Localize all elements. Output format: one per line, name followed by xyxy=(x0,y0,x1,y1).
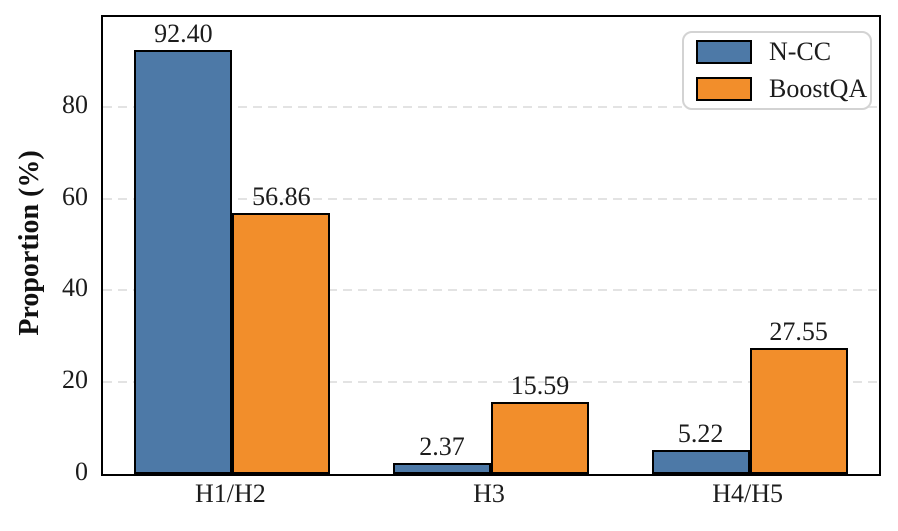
legend-label-boostqa: BoostQA xyxy=(769,74,868,103)
y-axis-title: Proportion (%) xyxy=(14,150,45,336)
x-tick-label-h1-h2: H1/H2 xyxy=(194,479,266,508)
gridline-y80 xyxy=(103,105,879,108)
x-tick-label-h3: H3 xyxy=(473,479,505,508)
bar-n-cc-h1-h2 xyxy=(134,50,233,474)
legend-item-n-cc: N-CC xyxy=(696,39,858,65)
value-label-n-cc-h1-h2: 92.40 xyxy=(154,19,213,49)
value-label-boostqa-h1-h2: 56.86 xyxy=(252,182,311,212)
legend-label-n-cc: N-CC xyxy=(769,37,832,66)
value-label-boostqa-h4-h5: 27.55 xyxy=(769,316,828,346)
bar-boostqa-h1-h2 xyxy=(232,213,331,474)
value-label-n-cc-h3: 2.37 xyxy=(419,432,465,462)
y-tick-label: 0 xyxy=(75,457,88,486)
value-label-n-cc-h4-h5: 5.22 xyxy=(677,419,724,449)
bar-boostqa-h3 xyxy=(491,402,589,474)
y-tick-label: 60 xyxy=(62,181,88,211)
legend: N-CC BoostQA xyxy=(682,31,872,110)
y-tick-label: 20 xyxy=(62,365,88,395)
x-tick-label-h4-h5: H4/H5 xyxy=(712,479,784,508)
legend-item-boostqa: BoostQA xyxy=(696,76,867,102)
y-tick-label: 40 xyxy=(62,273,88,303)
plot-area: N-CC BoostQA 92.40 56.86 2.37 15.59 5.22 27.55 xyxy=(101,15,881,476)
y-tick-label: 80 xyxy=(62,89,88,119)
bar-n-cc-h4-h5 xyxy=(651,450,750,474)
gridline-y20 xyxy=(103,381,879,384)
legend-swatch-n-cc xyxy=(696,40,752,64)
gridline-y60 xyxy=(103,197,879,200)
bar-n-cc-h3 xyxy=(393,463,491,474)
legend-swatch-boostqa xyxy=(696,77,752,101)
gridline-y40 xyxy=(103,289,879,292)
value-label-boostqa-h3: 15.59 xyxy=(510,371,570,401)
bar-boostqa-h4-h5 xyxy=(749,347,848,474)
